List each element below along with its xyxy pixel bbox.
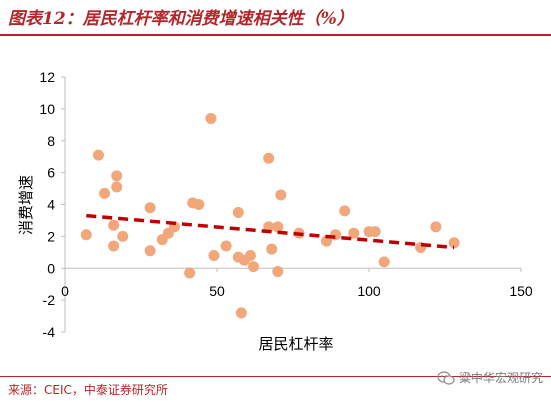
- data-point: [111, 181, 123, 193]
- x-tick-label: 100: [357, 283, 381, 299]
- y-tick-label: 4: [47, 197, 55, 213]
- data-point: [232, 206, 244, 218]
- y-tick-label: 0: [47, 260, 55, 276]
- chart-labels: 12 10 8 6 4 2 0 -2 -4 0 50 100 150 居民杠杆率 消费增速: [17, 69, 533, 353]
- x-tick-label: 150: [509, 283, 533, 299]
- y-tick-label: 10: [39, 101, 55, 117]
- data-point: [430, 221, 442, 233]
- data-point: [108, 240, 120, 252]
- chart-trendline: [86, 213, 455, 250]
- data-point: [272, 221, 284, 233]
- scatter-chart: 12 10 8 6 4 2 0 -2 -4 0 50 100 150 居民杠杆率 消费增速: [17, 69, 533, 353]
- y-tick-label: -4: [43, 324, 56, 340]
- data-point: [117, 230, 129, 242]
- data-point: [208, 250, 220, 261]
- figure-title: 图表12：居民杠杆率和消费增速相关性（%）: [8, 9, 354, 29]
- watermark: 粱中华宏观研究: [437, 369, 543, 386]
- data-point: [108, 219, 120, 231]
- y-tick-label: -2: [43, 292, 56, 308]
- data-point: [144, 202, 156, 214]
- data-point: [266, 243, 278, 255]
- data-point: [247, 261, 259, 273]
- y-tick-label: 8: [47, 133, 55, 149]
- data-point: [80, 229, 92, 241]
- x-tick-label: 0: [61, 283, 69, 299]
- data-point: [99, 187, 111, 199]
- data-point: [348, 227, 360, 239]
- data-point: [144, 245, 156, 257]
- data-point: [205, 112, 217, 124]
- data-point: [235, 307, 247, 319]
- data-point: [275, 189, 287, 201]
- data-point: [263, 152, 275, 164]
- chart-points: [80, 112, 460, 319]
- chart-axes: [61, 76, 522, 333]
- trendline: [86, 213, 455, 250]
- footer-divider: [0, 376, 551, 377]
- wechat-icon: [437, 370, 455, 385]
- data-point: [92, 149, 104, 161]
- y-axis-title: 消费增速: [17, 175, 35, 235]
- x-tick-label: 50: [209, 283, 225, 299]
- data-point: [369, 226, 381, 238]
- data-point: [339, 205, 351, 217]
- y-tick-label: 12: [39, 69, 55, 85]
- data-point: [272, 265, 284, 277]
- data-point: [184, 267, 196, 279]
- x-axis-title: 居民杠杆率: [258, 335, 333, 353]
- data-point: [220, 240, 232, 252]
- source-note: 来源：CEIC，中泰证券研究所: [8, 383, 168, 397]
- y-tick-label: 6: [47, 165, 55, 181]
- data-point: [111, 170, 123, 182]
- data-point: [448, 237, 460, 249]
- watermark-label: 粱中华宏观研究: [458, 371, 543, 385]
- data-point: [244, 250, 256, 261]
- data-point: [193, 199, 205, 210]
- y-tick-label: 2: [47, 228, 55, 244]
- title-divider: [0, 34, 551, 36]
- data-point: [378, 256, 390, 268]
